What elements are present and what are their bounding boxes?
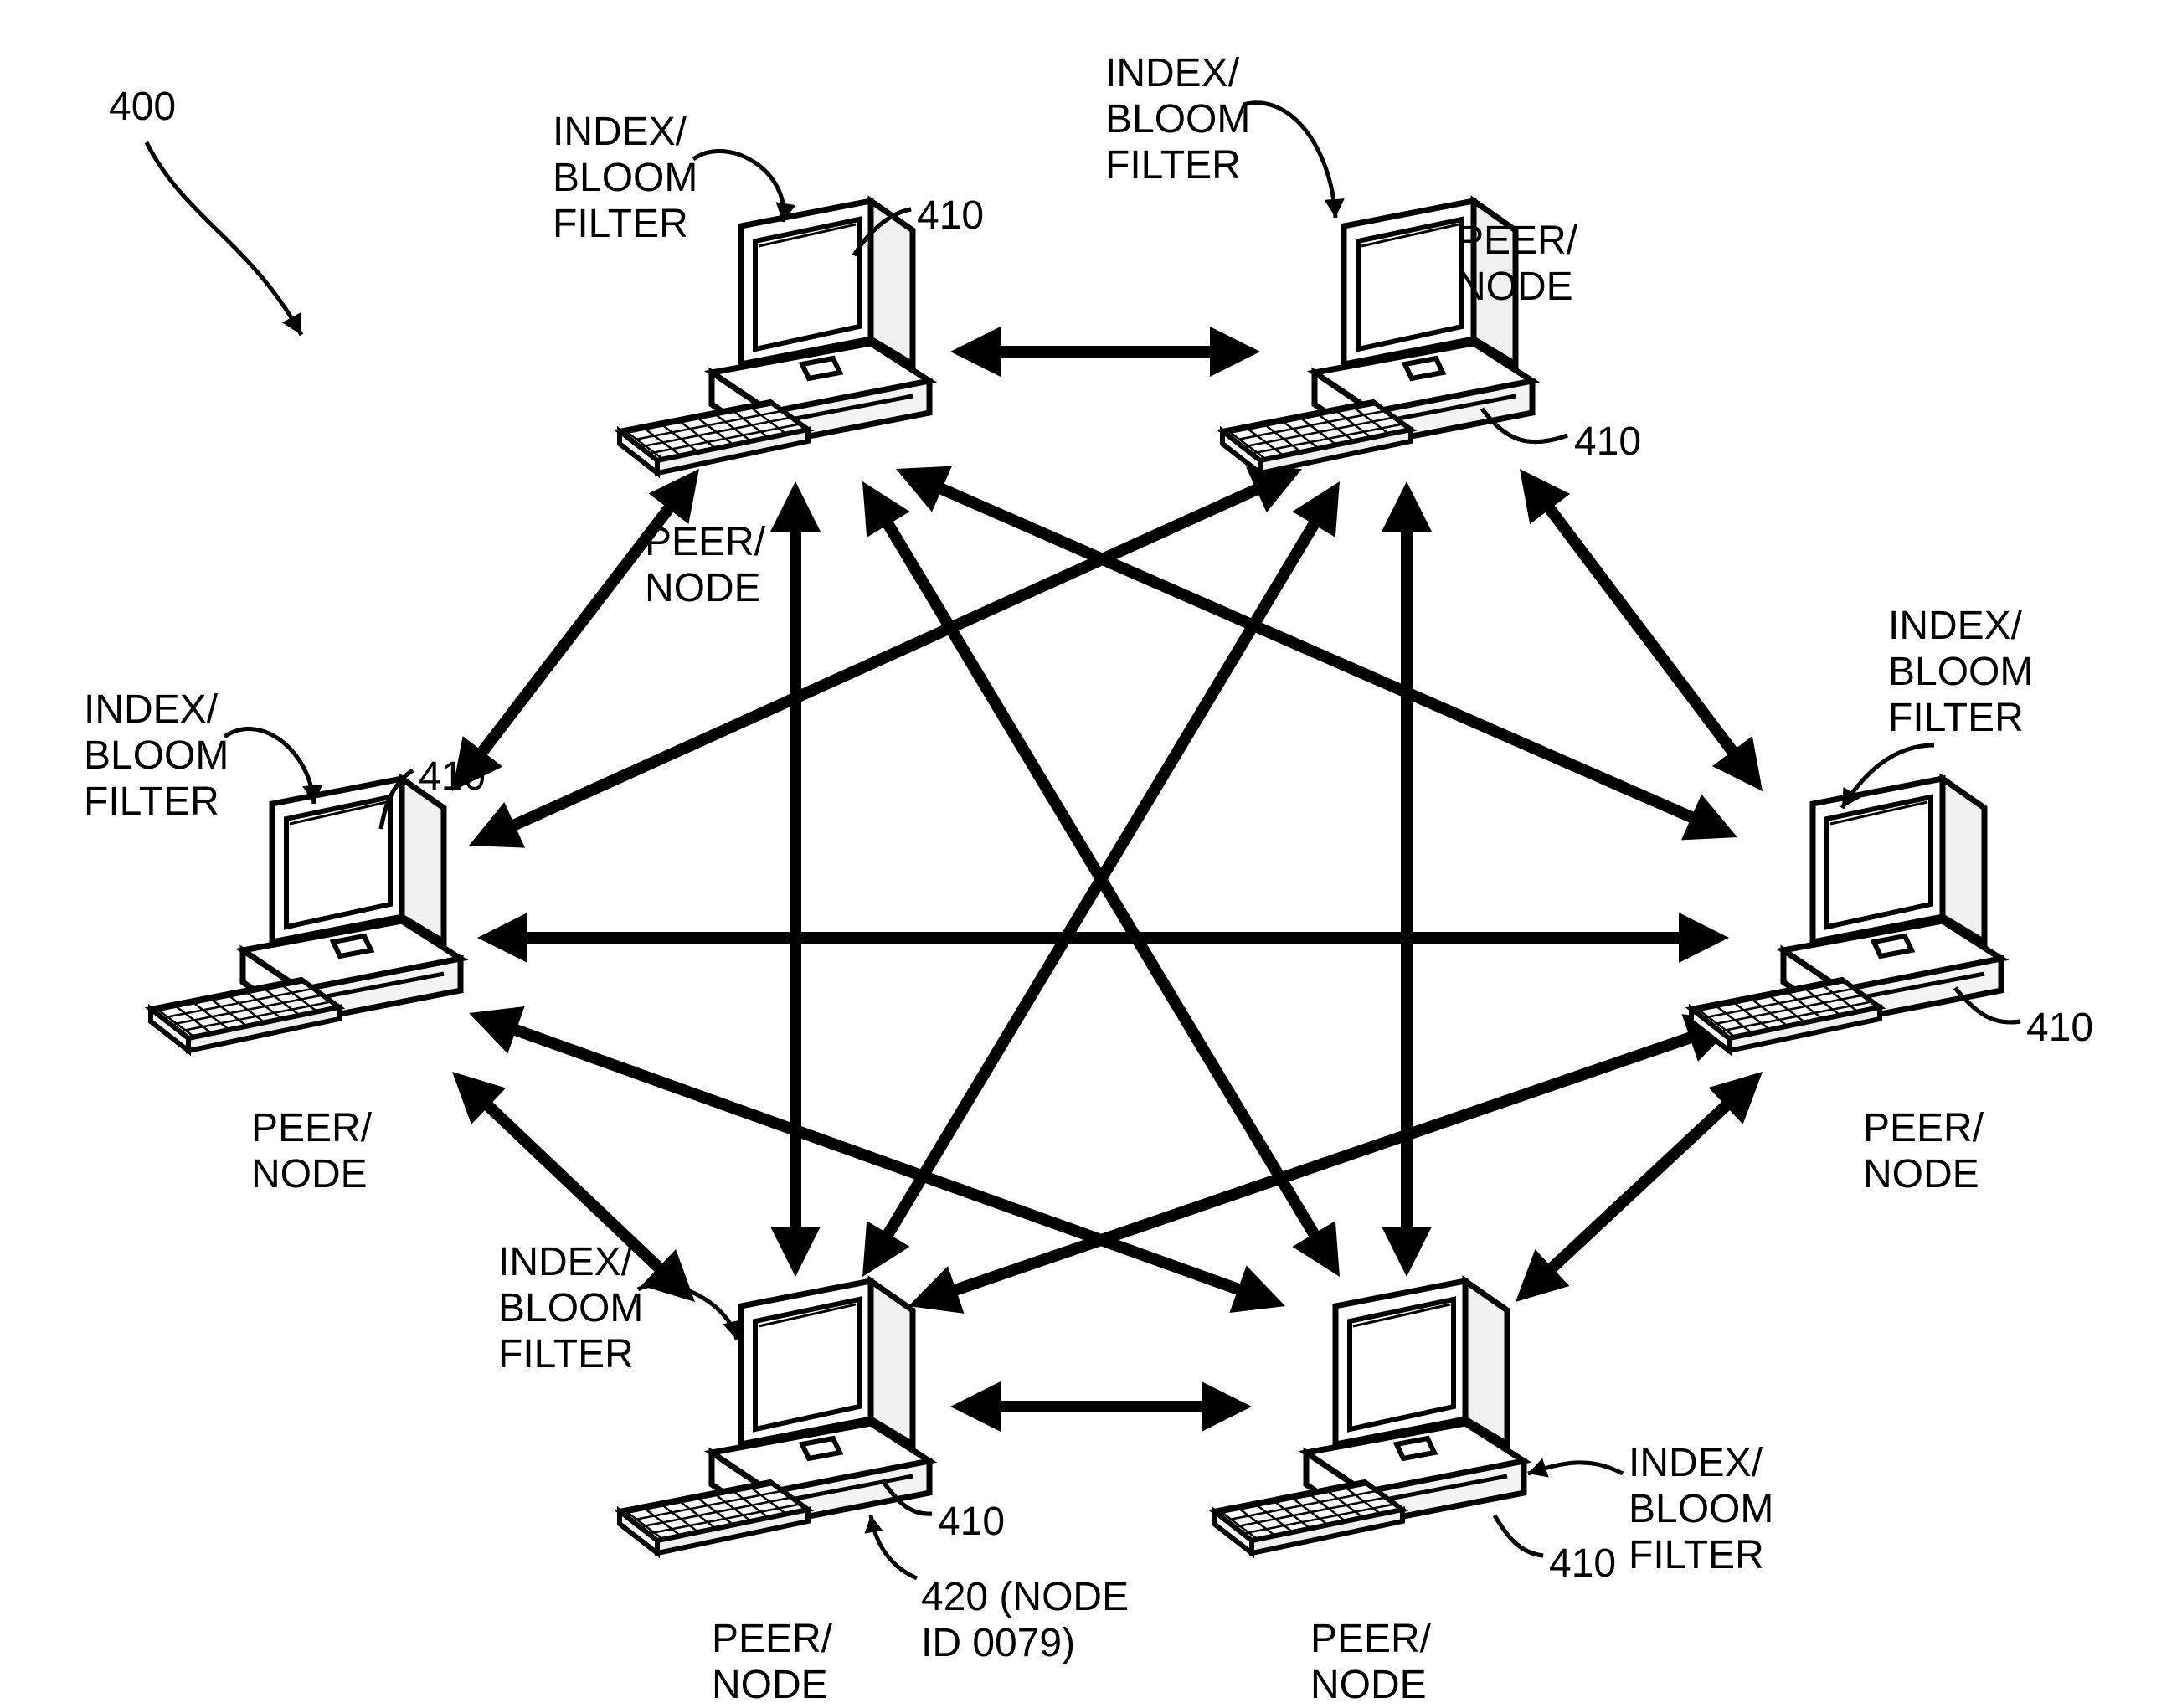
peer-node-label: PEER/ NODE [645, 519, 765, 611]
svg-layer [0, 0, 2182, 1700]
index-bloom-filter-label: INDEX/ BLOOM FILTER [498, 1239, 643, 1378]
computer-icon [620, 1281, 929, 1553]
peer-node-label: PEER/ NODE [251, 1105, 372, 1197]
computer-icon [1691, 779, 2001, 1051]
index-bloom-filter-label: INDEX/ BLOOM FILTER [1105, 50, 1250, 189]
peer-node-label: PEER/ NODE [1457, 218, 1577, 310]
index-bloom-filter-label: INDEX/ BLOOM FILTER [1888, 603, 2033, 742]
computer-icon [1214, 1281, 1524, 1553]
index-bloom-filter-label: INDEX/ BLOOM FILTER [84, 687, 229, 826]
figure-ref-number: 400 [109, 84, 176, 130]
ref-410-label: 410 [917, 193, 984, 239]
peer-node-label: PEER/ NODE [1310, 1616, 1431, 1708]
ref-410-label: 410 [419, 754, 486, 800]
peer-node-label: PEER/ NODE [1863, 1105, 1984, 1197]
ref-410-label: 410 [1549, 1541, 1616, 1587]
index-bloom-filter-label: INDEX/ BLOOM FILTER [1629, 1440, 1773, 1579]
index-bloom-filter-label: INDEX/ BLOOM FILTER [553, 109, 697, 248]
ref-410-label: 410 [938, 1499, 1005, 1545]
ref-410-label: 410 [1574, 419, 1641, 465]
ref-420-label: 420 (NODE ID 0079) [921, 1574, 1129, 1666]
diagram-stage: 400 INDEX/ BLOOM FILTER PEER/ NODE 410 INDE… [0, 0, 2182, 1700]
peer-node-label: PEER/ NODE [712, 1616, 832, 1708]
ref-410-label: 410 [2026, 1005, 2093, 1051]
